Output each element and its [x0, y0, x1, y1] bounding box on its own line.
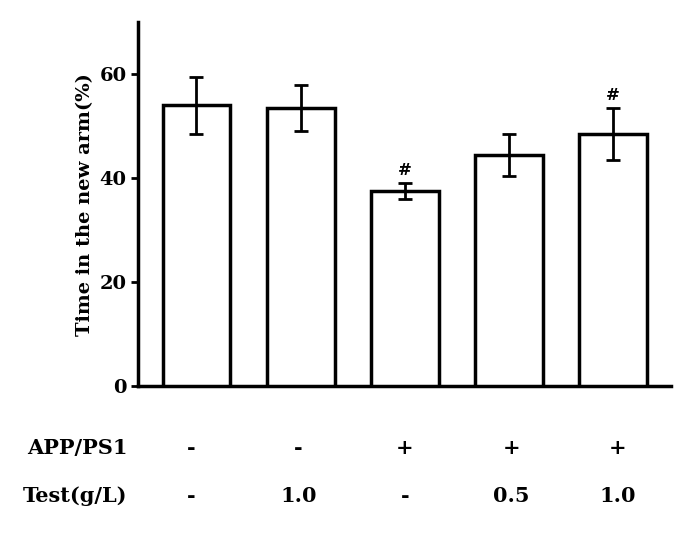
Text: APP/PS1: APP/PS1 — [27, 438, 128, 458]
Bar — [267, 108, 334, 386]
Bar — [475, 155, 543, 386]
Bar — [163, 105, 230, 386]
Text: -: - — [188, 438, 196, 458]
Text: 1.0: 1.0 — [280, 486, 316, 506]
Text: Test(g/L): Test(g/L) — [24, 486, 128, 506]
Text: #: # — [606, 87, 620, 104]
Bar — [371, 191, 439, 386]
Text: 1.0: 1.0 — [600, 486, 636, 506]
Text: -: - — [401, 486, 409, 506]
Y-axis label: Time in the new arm(%): Time in the new arm(%) — [76, 73, 94, 336]
Text: 0.5: 0.5 — [493, 486, 529, 506]
Text: +: + — [502, 438, 520, 458]
Text: -: - — [294, 438, 302, 458]
Bar — [579, 134, 647, 386]
Text: +: + — [609, 438, 627, 458]
Text: -: - — [188, 486, 196, 506]
Text: #: # — [398, 162, 412, 179]
Text: +: + — [396, 438, 414, 458]
